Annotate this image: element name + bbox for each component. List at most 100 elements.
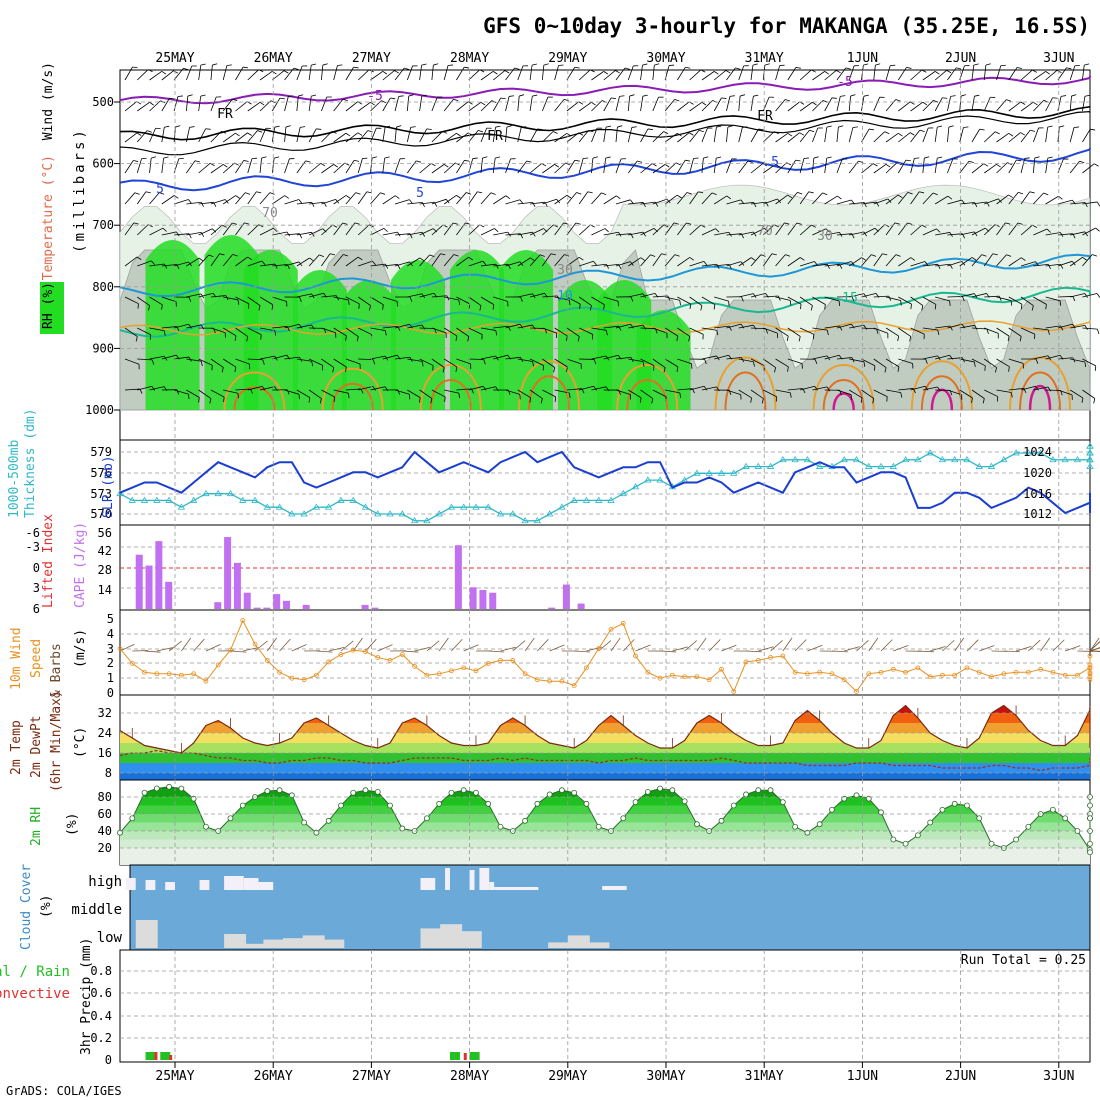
- wind-barb: [714, 263, 730, 267]
- wind-barb: [493, 71, 498, 75]
- wind-barb: [885, 327, 899, 337]
- wind-barb: [959, 160, 970, 174]
- wind-barb: [603, 296, 619, 302]
- wind-barb: [419, 96, 423, 112]
- wind-barb: [591, 71, 604, 81]
- thickness-point: [1086, 462, 1094, 469]
- wind-barb: [947, 195, 953, 200]
- wind-barb: [1032, 69, 1037, 73]
- wind-barb: [354, 222, 360, 225]
- wind-barb: [272, 326, 288, 329]
- wind-barb: [517, 358, 533, 362]
- wind-barb: [490, 192, 496, 195]
- wind-barb: [750, 254, 762, 267]
- tick-label: 0.6: [90, 986, 112, 1000]
- wind-barb: [1090, 128, 1096, 131]
- wind-barb: [372, 386, 376, 391]
- wind-barb: [261, 156, 267, 159]
- wind-barb: [381, 100, 387, 104]
- wind-barb: [603, 304, 605, 310]
- wind-barb: [824, 325, 840, 329]
- wind-barb: [554, 389, 570, 394]
- wind-barb: [836, 67, 847, 81]
- wind-barb: [924, 261, 929, 266]
- wind-barb: [382, 231, 398, 236]
- wind-barb: [897, 67, 907, 81]
- wind-barb: [808, 191, 814, 194]
- wind-barb: [887, 198, 892, 203]
- thickness-point: [202, 489, 210, 497]
- wind-point: [1087, 677, 1093, 683]
- wind-barb: [149, 386, 165, 391]
- wind-point: [277, 669, 282, 675]
- wind-barb: [971, 227, 986, 236]
- wind-barb: [186, 201, 202, 205]
- wind-barb: [210, 358, 224, 368]
- wind-barb: [1084, 361, 1087, 368]
- wind-barb: [1069, 257, 1083, 267]
- wind-barb: [1008, 366, 1010, 372]
- thickness-point: [901, 456, 910, 463]
- wind-barb: [305, 160, 311, 163]
- wind-barb: [149, 355, 165, 360]
- wind-barb: [495, 156, 501, 159]
- cloud-level-high: high: [88, 874, 122, 890]
- wind-barb: [775, 389, 791, 394]
- rh-point: [460, 787, 467, 794]
- wind-barb: [797, 192, 803, 195]
- wind-barb: [738, 202, 754, 205]
- thickness-series: [119, 446, 1091, 522]
- wind-barb: [223, 296, 239, 301]
- wind-barb: [198, 201, 214, 205]
- wind-barb: [800, 385, 815, 391]
- wind-barb: [173, 261, 189, 267]
- wind-barb: [1057, 357, 1073, 360]
- wind-barb: [456, 388, 472, 391]
- thickness-point: [214, 489, 222, 497]
- temp-contour-minus5: [119, 75, 1091, 105]
- wind-barb: [272, 354, 287, 360]
- wind-barb: [973, 63, 979, 66]
- wind-barb: [603, 354, 619, 360]
- wind-barb: [686, 222, 692, 225]
- wind-barb: [1008, 101, 1021, 112]
- wind-barb: [396, 125, 402, 128]
- wind-point: [117, 646, 123, 651]
- wind-barb: [288, 95, 294, 97]
- wind-barb: [1059, 300, 1062, 306]
- wind-barb: [1045, 71, 1051, 75]
- wind-barb: [532, 231, 536, 237]
- wind-barb: [642, 324, 647, 330]
- wind-point: [191, 671, 197, 677]
- wind-barb: [419, 163, 432, 174]
- wind-barb: [982, 398, 985, 404]
- thickness-point: [251, 496, 259, 503]
- wind-barb: [905, 159, 911, 162]
- wind-barb: [517, 293, 533, 298]
- wind-barb: [652, 295, 668, 298]
- wind-barb: [1059, 125, 1065, 128]
- cape-bar: [165, 581, 173, 609]
- wind-point: [780, 653, 786, 659]
- wind-barb: [247, 69, 259, 81]
- wind-barb: [370, 296, 384, 306]
- wind-barb: [812, 263, 828, 267]
- wind-barb: [519, 323, 524, 329]
- wind-barb: [885, 99, 897, 112]
- wind-barb: [836, 357, 852, 360]
- wind-barb: [910, 129, 921, 143]
- wind-barb: [1020, 296, 1034, 306]
- wind-barb: [750, 128, 759, 143]
- wind-point: [252, 641, 258, 647]
- wind-barb: [812, 158, 815, 174]
- wind-barb: [1096, 201, 1100, 207]
- wind-barb: [372, 359, 376, 365]
- wind-barb: [787, 366, 789, 372]
- wind-barb: [407, 389, 421, 398]
- wind-barb: [456, 160, 465, 174]
- wind-barb: [676, 366, 679, 372]
- wind-barb: [995, 131, 1000, 135]
- wind-point: [412, 663, 418, 669]
- wind-barb: [394, 261, 410, 267]
- wind-barb: [421, 361, 424, 367]
